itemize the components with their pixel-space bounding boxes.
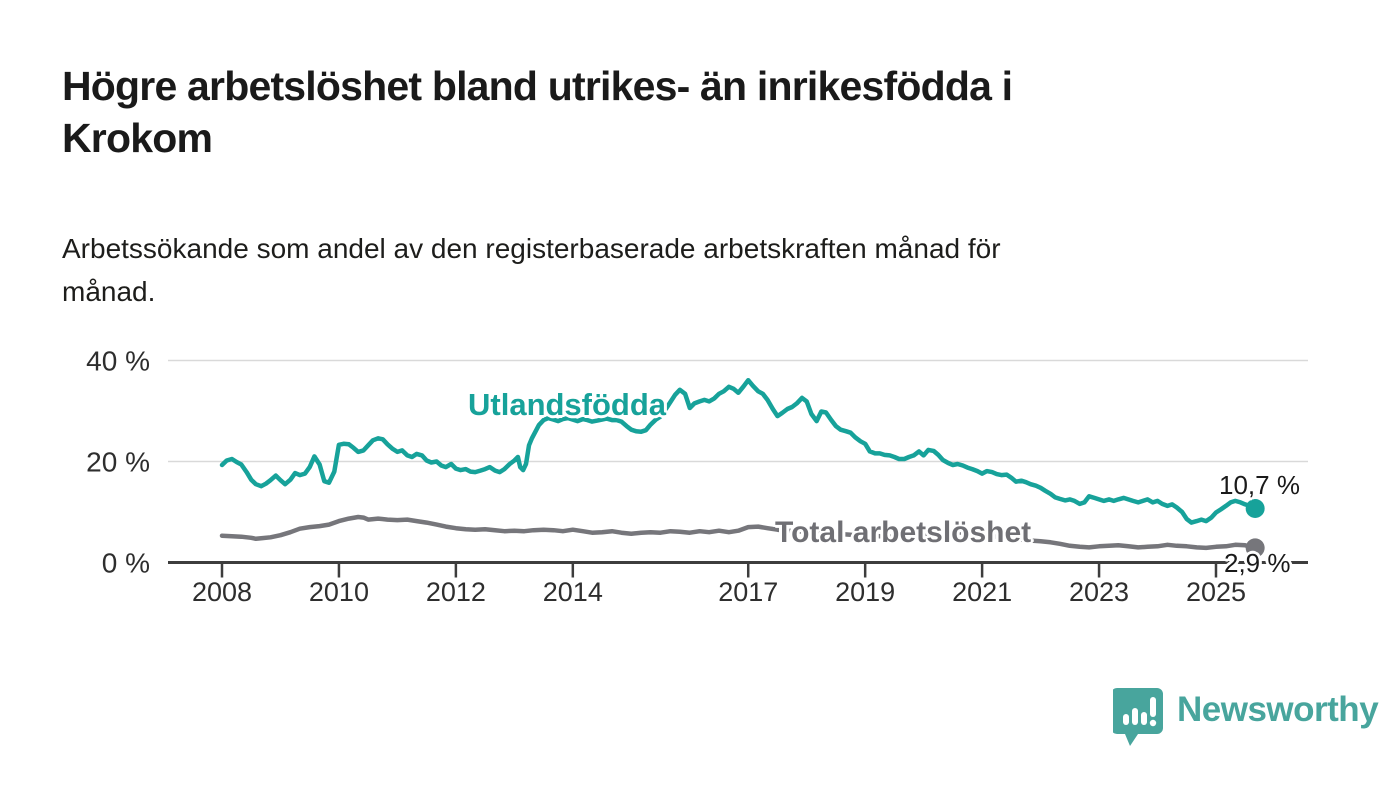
x-tick-label-2021: 2021 — [952, 577, 1012, 607]
series-label-total-arbetsloshet: Total arbetslöshet — [775, 516, 1032, 549]
x-tick-label-2010: 2010 — [309, 577, 369, 607]
axis-tick-labels: 0 % 20 % 40 % 2008 2010 2012 2014 2017 2019 2021 2… — [86, 346, 1246, 608]
y-tick-label-40: 40 % — [86, 346, 150, 377]
end-dot-total-arbetsloshet — [1245, 538, 1265, 558]
subtitle-line-1: Arbetssökande som andel av den registerb… — [62, 233, 1001, 264]
y-tick-label-0: 0 % — [102, 548, 150, 579]
end-value-label-total: 2,9 % — [1224, 548, 1291, 578]
x-tick-label-2025: 2025 — [1186, 577, 1246, 607]
title-line-1: Högre arbetslöshet bland utrikes- än inr… — [62, 63, 1013, 109]
x-tick-label-2019: 2019 — [835, 577, 895, 607]
series-path-total-arbetsloshet — [219, 514, 1258, 551]
page-title: Högre arbetslöshet bland utrikes- än inr… — [62, 60, 1013, 164]
subtitle-line-2: månad. — [62, 276, 156, 307]
series-label-utlandsfodda: Utlandsfödda — [468, 387, 667, 422]
brand-name: Newsworthy — [1177, 690, 1379, 729]
end-dot-utlandsfodda — [1245, 498, 1265, 518]
title-line-2: Krokom — [62, 115, 213, 161]
end-point-markers — [1245, 498, 1265, 558]
series-lines — [219, 377, 1258, 551]
x-tick-label-2008: 2008 — [192, 577, 252, 607]
x-tick-label-2012: 2012 — [426, 577, 486, 607]
x-tick-label-2017: 2017 — [718, 577, 778, 607]
x-tick-label-2014: 2014 — [543, 577, 603, 607]
bar-chart-speech-bubble-icon — [1113, 688, 1163, 746]
gridlines — [168, 359, 1308, 463]
x-tick-label-2023: 2023 — [1069, 577, 1129, 607]
series-path-utlandsfodda — [219, 377, 1258, 525]
y-tick-label-20: 20 % — [86, 447, 150, 478]
chart-subtitle: Arbetssökande som andel av den registerb… — [62, 227, 1001, 313]
x-axis — [168, 561, 1308, 578]
brand-footer: Newsworthy — [1113, 686, 1379, 750]
end-value-label-utlandsfodda: 10,7 % — [1219, 470, 1300, 500]
